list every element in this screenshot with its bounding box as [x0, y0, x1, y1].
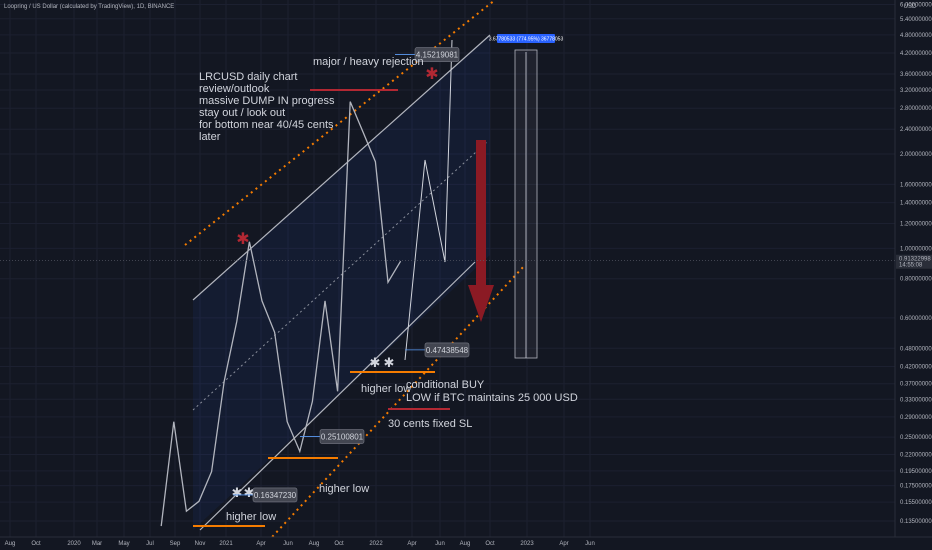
annotation: 30 cents fixed SL: [388, 418, 472, 430]
x-tick-label: 2023: [520, 541, 534, 547]
y-tick-label: 0.42000000: [900, 364, 932, 370]
range-label-bg: [497, 34, 555, 43]
dump-arrow: [468, 140, 494, 322]
x-tick-label: Aug: [460, 541, 471, 547]
last-price: 0.91322998: [899, 257, 931, 263]
x-tick-label: Apr: [559, 541, 568, 547]
x-tick-label: Mar: [92, 541, 102, 547]
annotation: for bottom near 40/45 cents: [199, 119, 334, 131]
range-label: 3.67780533 (774.95%) 36778053: [489, 37, 564, 43]
x-tick-label: Oct: [31, 541, 41, 547]
annotation: higher low: [361, 383, 411, 395]
y-tick-label: 1.00000000: [900, 246, 932, 252]
y-tick-label: 0.13500000: [900, 519, 932, 525]
y-tick-label: 1.60000000: [900, 182, 932, 188]
annotation: review/outlook: [199, 83, 270, 95]
x-tick-label: Aug: [309, 541, 320, 547]
y-tick-label: 0.80000000: [900, 277, 932, 283]
price-label: 0.16347230: [254, 491, 297, 500]
y-tick-label: 1.40000000: [900, 201, 932, 207]
x-tick-label: Jul: [146, 541, 154, 547]
annotation: LRCUSD daily chart: [199, 71, 297, 83]
y-tick-label: 4.20000000: [900, 51, 932, 57]
y-tick-label: 0.29000000: [900, 415, 932, 421]
y-tick-label: 0.25000000: [900, 435, 932, 441]
y-tick-label: 3.20000000: [900, 88, 932, 94]
x-tick-label: Jun: [283, 541, 293, 547]
annotation: stay out / look out: [199, 107, 285, 119]
star: ✱: [425, 66, 438, 83]
currency: USD: [904, 4, 917, 10]
last-price-bg: [896, 254, 932, 269]
star: ✱: [384, 355, 395, 370]
star: ✱: [236, 231, 249, 248]
star: ✱: [244, 485, 255, 500]
annotation: massive DUMP IN progress: [199, 95, 335, 107]
y-tick-label: 5.40000000: [900, 17, 932, 23]
x-tick-label: Jun: [435, 541, 445, 547]
star: ✱: [232, 485, 243, 500]
drawings: ✱ ✱ ✱ ✱ ✱ ✱: [160, 0, 538, 537]
price-label-bg: [414, 47, 460, 62]
x-tick-label: May: [118, 541, 129, 547]
price-line: [160, 101, 402, 527]
price-label: 0.47438548: [426, 346, 469, 355]
price-label-bg: [424, 342, 470, 358]
y-tick-label: 0.60000000: [900, 316, 932, 322]
y-tick-label: 0.37000000: [900, 382, 932, 388]
channel-upper: [192, 34, 491, 301]
y-tick-label: 0.33000000: [900, 397, 932, 403]
x-tick-label: Oct: [334, 541, 344, 547]
x-tick-label: Apr: [407, 541, 416, 547]
channel-lower: [199, 261, 476, 531]
x-tick-label: Aug: [5, 541, 16, 547]
x-tick-label: Apr: [256, 541, 265, 547]
annotation: higher low: [226, 511, 276, 523]
x-tick-label: Sep: [170, 541, 181, 547]
x-tick-label: 2022: [369, 541, 383, 547]
star: ✱: [370, 355, 381, 370]
y-tick-label: 3.60000000: [900, 72, 932, 78]
x-tick-label: Nov: [195, 541, 206, 547]
y-tick-label: 1.20000000: [900, 222, 932, 228]
x-tick-label: Jun: [585, 541, 595, 547]
chart-title: Loopring / US Dollar (calculated by Trad…: [4, 4, 174, 10]
price-label-bg: [252, 487, 298, 503]
y-tick-label: 0.17500000: [900, 484, 932, 490]
y-tick-label: 6.00000000: [900, 2, 932, 8]
annotation: conditional BUY: [406, 379, 485, 391]
x-tick-label: 2021: [219, 541, 233, 547]
x-tick-label: 2020: [67, 541, 81, 547]
y-tick-label: 4.80000000: [900, 33, 932, 39]
channel-fill: [193, 35, 490, 530]
price-label-bg: [319, 429, 365, 444]
annotation: later: [199, 131, 221, 143]
projection-path: [404, 39, 453, 361]
price-series: [160, 101, 402, 527]
y-tick-label: 2.00000000: [900, 152, 932, 158]
y-tick-label: 0.48000000: [900, 346, 932, 352]
y-tick-label: 0.19500000: [900, 469, 932, 475]
price-label: 0.25100801: [321, 433, 364, 442]
annotation: major / heavy rejection: [313, 56, 424, 68]
channel-mid: [192, 141, 488, 411]
y-tick-label: 0.15500000: [900, 500, 932, 506]
y-tick-label: 0.22000000: [900, 452, 932, 458]
y-tick-label: 2.40000000: [900, 127, 932, 133]
annotation: higher low: [319, 483, 369, 495]
price-label: 4.15219081: [416, 51, 459, 60]
countdown: 14:55:08: [899, 263, 923, 269]
annotation: LOW if BTC maintains 25 000 USD: [406, 392, 578, 404]
y-tick-label: 2.80000000: [900, 106, 932, 112]
x-tick-label: Oct: [485, 541, 495, 547]
